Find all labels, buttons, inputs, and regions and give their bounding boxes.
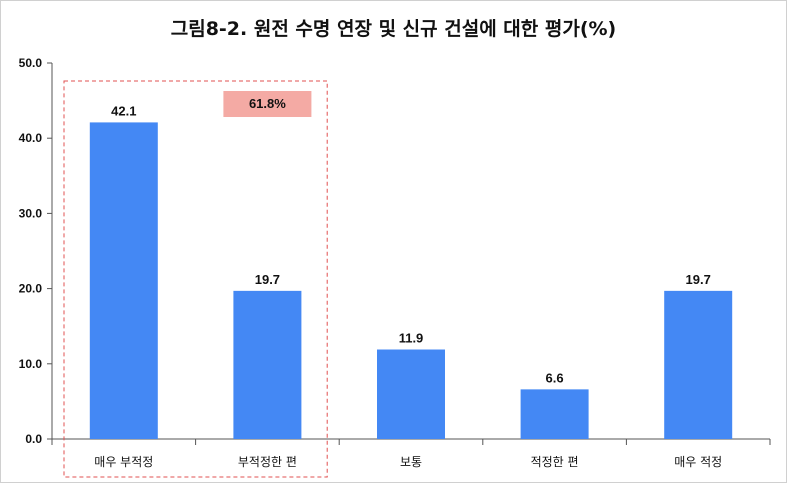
data-label: 6.6 bbox=[546, 370, 564, 385]
category-label: 보통 bbox=[400, 455, 422, 469]
labels: 42.1 매우 부적정 19.7 부적정한 편 11.9 보통 6.6 적정한 편 19.7 매우… bbox=[94, 103, 722, 469]
annotation: 61.8% bbox=[63, 80, 328, 478]
data-label: 19.7 bbox=[686, 272, 711, 287]
y-tick-label: 50.0 bbox=[19, 56, 43, 70]
category-label: 적정한 편 bbox=[531, 455, 579, 469]
bar bbox=[520, 389, 589, 439]
annotation-box bbox=[223, 91, 312, 117]
axes: 0.0 10.0 20.0 30.0 40.0 50.0 bbox=[19, 56, 771, 446]
bar bbox=[664, 290, 733, 439]
annotation-outline bbox=[63, 80, 328, 478]
data-label: 19.7 bbox=[255, 272, 280, 287]
y-tick-label: 40.0 bbox=[19, 131, 43, 145]
data-label: 11.9 bbox=[399, 331, 424, 346]
bars bbox=[89, 122, 733, 440]
y-tick-label: 0.0 bbox=[25, 432, 42, 446]
bar bbox=[89, 122, 158, 440]
category-label: 부적정한 편 bbox=[238, 455, 297, 469]
annotation-label: 61.8% bbox=[249, 96, 286, 111]
category-label: 매우 부적정 bbox=[94, 455, 153, 469]
data-label: 42.1 bbox=[111, 103, 136, 118]
y-tick-label: 10.0 bbox=[19, 357, 43, 371]
chart-title: 그림8-2. 원전 수명 연장 및 신규 건설에 대한 평가(%) bbox=[170, 18, 617, 40]
y-tick-label: 20.0 bbox=[19, 282, 43, 296]
bar bbox=[233, 290, 302, 439]
category-label: 매우 적정 bbox=[674, 455, 722, 469]
y-tick-label: 30.0 bbox=[19, 206, 43, 220]
bar bbox=[377, 349, 445, 439]
